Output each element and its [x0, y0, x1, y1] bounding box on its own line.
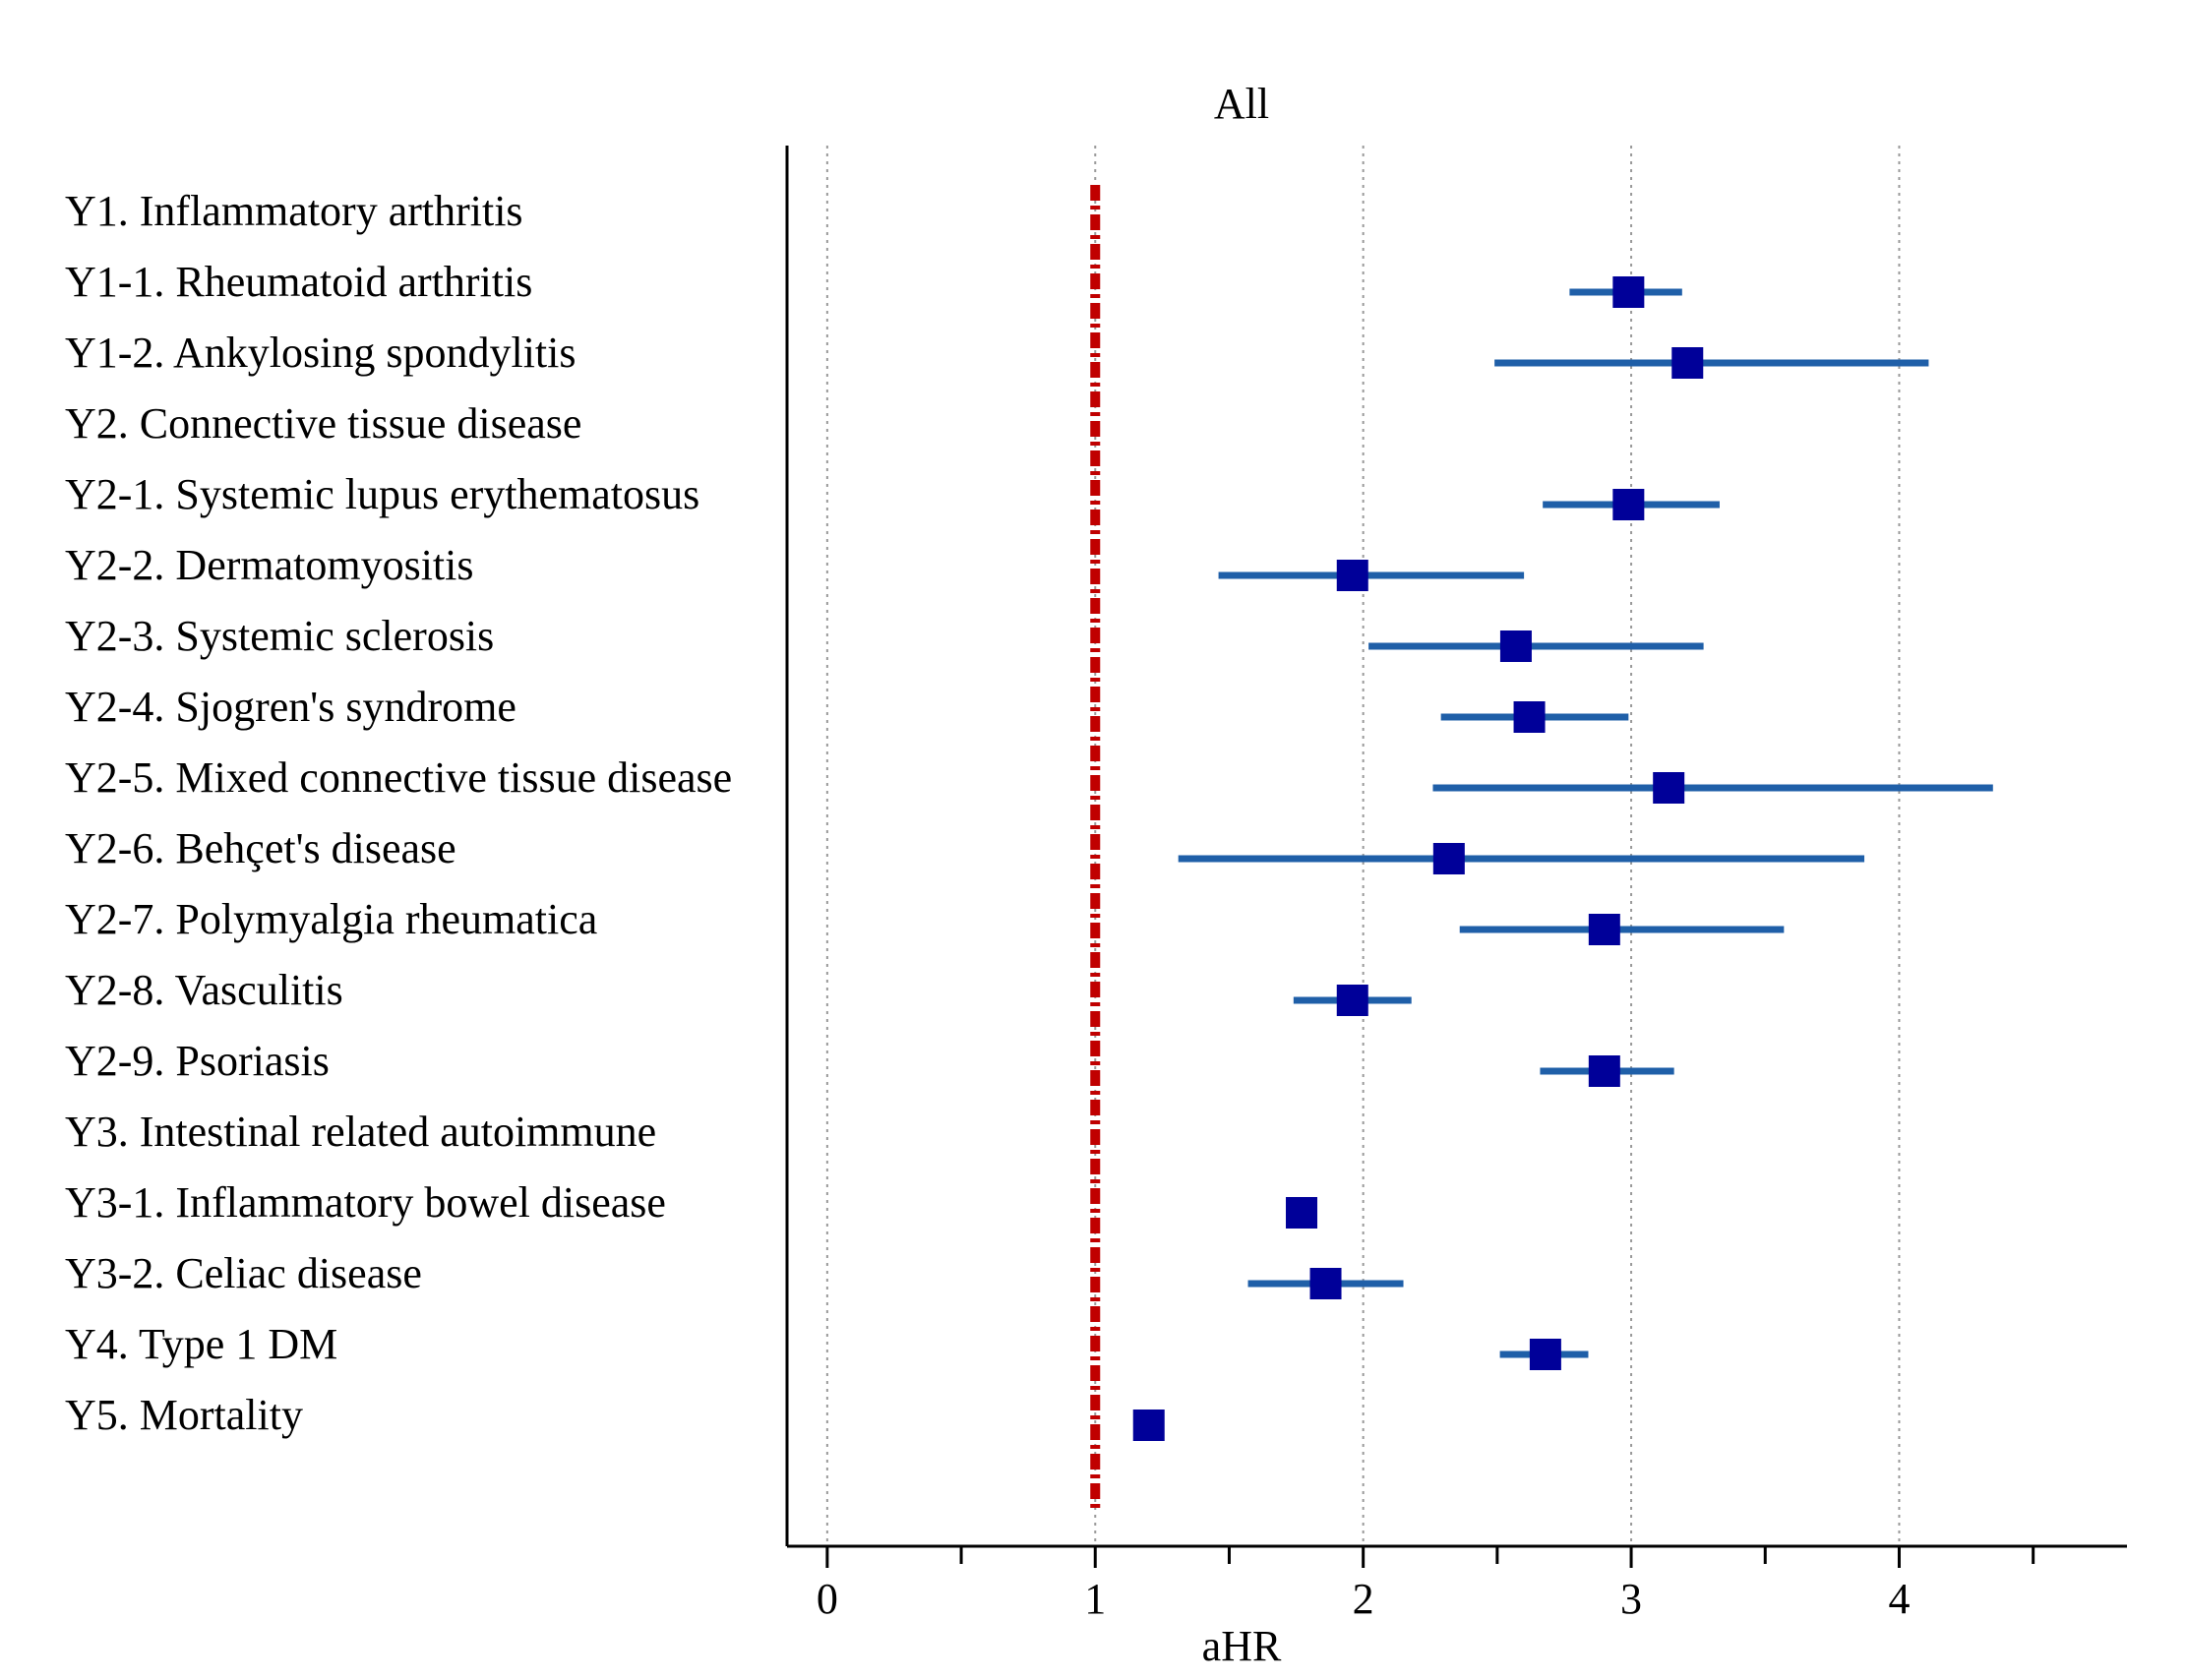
- row-label-13: Y2-9. Psoriasis: [65, 1037, 330, 1085]
- x-tick-label-2: 2: [1353, 1575, 1374, 1623]
- row-label-12: Y2-8. Vasculitis: [65, 966, 343, 1014]
- point-estimate-16: [1309, 1268, 1342, 1299]
- row-label-11: Y2-7. Polymyalgia rheumatica: [65, 895, 597, 943]
- x-tick-label-4: 4: [1888, 1575, 1910, 1623]
- point-estimate-11: [1588, 914, 1620, 945]
- x-tick-label-3: 3: [1620, 1575, 1642, 1623]
- row-label-1: Y1. Inflammatory arthritis: [65, 187, 523, 235]
- point-estimate-8: [1513, 701, 1546, 733]
- point-estimate-10: [1432, 843, 1465, 874]
- axes: 0 1 2 3 4: [785, 146, 2127, 1623]
- chart-title: All: [1214, 80, 1269, 128]
- point-estimate-7: [1499, 630, 1532, 662]
- row-label-10: Y2-6. Behçet's disease: [65, 824, 456, 872]
- row-label-7: Y2-3. Systemic sclerosis: [65, 612, 494, 660]
- row-label-6: Y2-2. Dermatomyositis: [65, 541, 474, 589]
- point-estimate-6: [1336, 560, 1368, 591]
- point-estimate-9: [1653, 772, 1685, 804]
- point-estimate-18: [1132, 1410, 1165, 1441]
- row-label-14: Y3. Intestinal related autoimmune: [65, 1108, 656, 1156]
- row-label-4: Y2. Connective tissue disease: [65, 399, 581, 448]
- row-label-5: Y2-1. Systemic lupus erythematosus: [65, 470, 699, 518]
- point-estimate-2: [1612, 276, 1645, 308]
- point-estimate-17: [1529, 1339, 1561, 1370]
- row-label-3: Y1-2. Ankylosing spondylitis: [65, 329, 577, 377]
- row-label-8: Y2-4. Sjogren's syndrome: [65, 683, 516, 731]
- row-label-9: Y2-5. Mixed connective tissue disease: [65, 753, 732, 802]
- row-labels: Y1. Inflammatory arthritis Y1-1. Rheumato…: [65, 187, 732, 1439]
- estimate-marks: [1132, 276, 1993, 1441]
- x-axis-label: aHR: [1202, 1622, 1282, 1670]
- row-label-16: Y3-2. Celiac disease: [65, 1249, 422, 1297]
- point-estimate-12: [1336, 985, 1368, 1016]
- row-label-17: Y4. Type 1 DM: [65, 1320, 337, 1368]
- point-estimate-5: [1612, 489, 1645, 520]
- point-estimate-15: [1286, 1197, 1318, 1229]
- row-label-2: Y1-1. Rheumatoid arthritis: [65, 258, 532, 306]
- x-tick-label-1: 1: [1084, 1575, 1106, 1623]
- row-label-15: Y3-1. Inflammatory bowel disease: [65, 1178, 666, 1227]
- x-tick-label-0: 0: [817, 1575, 838, 1623]
- point-estimate-3: [1671, 347, 1704, 379]
- row-label-18: Y5. Mortality: [65, 1391, 303, 1439]
- point-estimate-13: [1588, 1055, 1620, 1087]
- gridlines: [825, 146, 1901, 1546]
